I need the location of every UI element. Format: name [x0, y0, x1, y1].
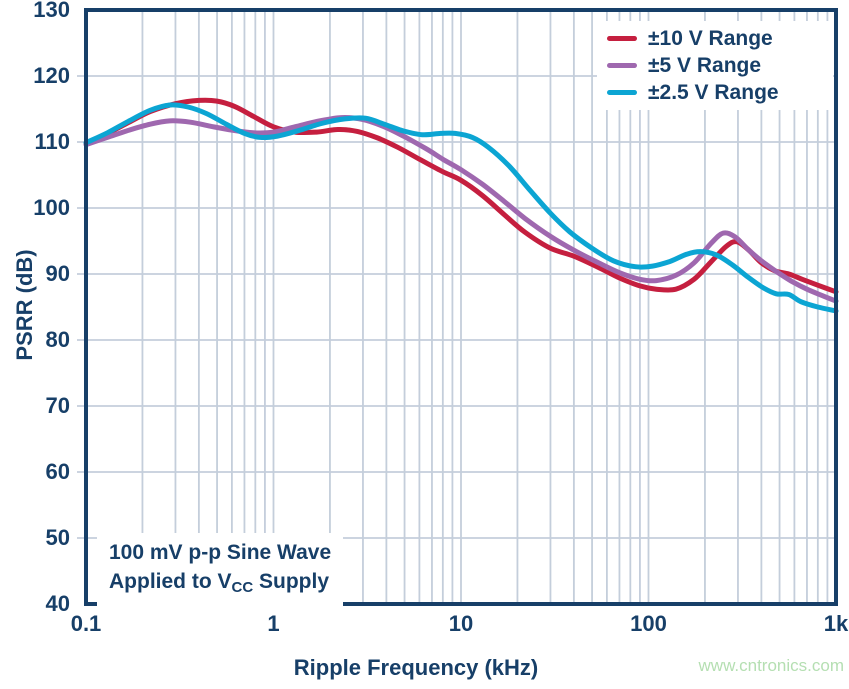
y-tick-label-130: 130	[33, 0, 70, 22]
curve--5-v-range	[83, 115, 839, 304]
y-tick-label-80: 80	[45, 327, 70, 352]
legend-swatch-5v-range	[607, 63, 637, 68]
y-tick-label-90: 90	[45, 261, 70, 286]
legend-label-5v-range: ±5 V Range	[648, 53, 762, 77]
annotation-line-1: 100 mV p-p Sine Wave	[109, 541, 332, 564]
y-tick-label-110: 110	[34, 129, 71, 154]
plot-border	[84, 8, 838, 606]
x-axis-title: Ripple Frequency (kHz)	[293, 655, 539, 680]
y-tick-label-100: 100	[33, 195, 70, 220]
legend-item-5v-range: ±5 V Range	[607, 52, 833, 79]
x-tick-label-0.1: 0.1	[70, 611, 102, 636]
y-axis-title: PSRR (dB)	[12, 249, 37, 361]
legend-item-2v5-range: ±2.5 V Range	[607, 79, 833, 106]
legend-label-10v-range: ±10 V Range	[648, 26, 773, 50]
legend-item-10v-range: ±10 V Range	[607, 25, 833, 52]
legend-label-2v5-range: ±2.5 V Range	[648, 80, 779, 104]
x-tick-label-10: 10	[448, 611, 474, 636]
y-tick-label-50: 50	[45, 525, 70, 550]
y-tick-label-120: 120	[33, 63, 70, 88]
x-tick-label-1: 1	[267, 611, 280, 636]
legend: ±10 V Range ±5 V Range ±2.5 V Range	[597, 21, 833, 110]
y-tick-label-70: 70	[45, 393, 70, 418]
legend-swatch-2v5-range	[607, 90, 637, 95]
y-tick-label-40: 40	[45, 591, 70, 616]
y-tick-label-60: 60	[45, 459, 70, 484]
legend-swatch-10v-range	[607, 36, 637, 41]
annotation-line-2: Applied to VCC Supply	[109, 570, 330, 596]
test-condition-annotation: 100 mV p-p Sine Wave Applied to VCC Supp…	[97, 533, 344, 608]
curve--2.5-v-range	[83, 102, 839, 314]
x-tick-label-1k: 1k	[823, 611, 849, 636]
vcc-subscript: CC	[231, 579, 254, 596]
watermark: www.cntronics.com	[698, 656, 844, 675]
x-tick-label-100: 100	[630, 611, 667, 636]
